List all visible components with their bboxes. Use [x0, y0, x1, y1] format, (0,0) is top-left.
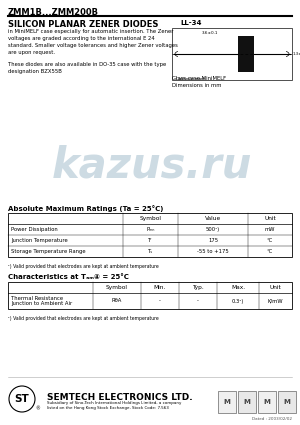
Text: Dimensions in mm: Dimensions in mm: [172, 83, 221, 88]
Text: 500¹): 500¹): [206, 227, 220, 232]
Text: RθA: RθA: [112, 298, 122, 303]
Text: are upon request.: are upon request.: [8, 50, 55, 55]
Text: standard. Smaller voltage tolerances and higher Zener voltages: standard. Smaller voltage tolerances and…: [8, 43, 178, 48]
Text: Characteristics at Tₐₘ④ = 25°C: Characteristics at Tₐₘ④ = 25°C: [8, 274, 129, 280]
Text: ¹) Valid provided that electrodes are kept at ambient temperature: ¹) Valid provided that electrodes are ke…: [8, 264, 159, 269]
Bar: [8, 213, 292, 257]
Text: Storage Temperature Range: Storage Temperature Range: [11, 249, 85, 254]
Text: in MiniMELF case especially for automatic insertion. The Zener: in MiniMELF case especially for automati…: [8, 29, 173, 34]
Text: mW: mW: [265, 227, 275, 232]
Text: SILICON PLANAR ZENER DIODES: SILICON PLANAR ZENER DIODES: [8, 20, 158, 29]
Text: M: M: [284, 399, 290, 405]
Text: Thermal Resistance: Thermal Resistance: [11, 295, 63, 300]
Text: ¹) Valid provided that electrodes are kept at ambient temperature: ¹) Valid provided that electrodes are ke…: [8, 316, 159, 321]
Text: Max.: Max.: [231, 285, 245, 290]
Text: -: -: [159, 298, 161, 303]
Text: voltages are graded according to the international E 24: voltages are graded according to the int…: [8, 36, 155, 41]
Text: M: M: [264, 399, 270, 405]
Text: -: -: [197, 298, 199, 303]
Bar: [278, 391, 296, 413]
Text: 175: 175: [208, 238, 218, 243]
Text: Typ.: Typ.: [192, 285, 204, 290]
Text: K/mW: K/mW: [268, 298, 283, 303]
Text: 3.6±0.1: 3.6±0.1: [202, 31, 219, 35]
Bar: [8, 282, 292, 309]
Text: kazus.ru: kazus.ru: [52, 144, 252, 186]
Text: M: M: [224, 399, 230, 405]
Bar: [258, 391, 276, 413]
Text: Junction to Ambient Air: Junction to Ambient Air: [11, 301, 72, 306]
Text: °C: °C: [267, 238, 273, 243]
Text: Cathode mark: Cathode mark: [176, 77, 205, 81]
Text: ST: ST: [15, 394, 29, 404]
Text: Absolute Maximum Ratings (Ta = 25°C): Absolute Maximum Ratings (Ta = 25°C): [8, 205, 164, 212]
Text: Unit: Unit: [270, 285, 281, 290]
Text: SEMTECH ELECTRONICS LTD.: SEMTECH ELECTRONICS LTD.: [47, 393, 193, 402]
Text: listed on the Hong Kong Stock Exchange, Stock Code: 7.563: listed on the Hong Kong Stock Exchange, …: [47, 406, 169, 410]
Bar: [238, 36, 254, 72]
Text: Unit: Unit: [264, 216, 276, 221]
Text: 0.3¹): 0.3¹): [232, 298, 244, 303]
Text: Glass case MiniMELF: Glass case MiniMELF: [172, 76, 226, 81]
Text: -55 to +175: -55 to +175: [197, 249, 229, 254]
Text: Tⁱ: Tⁱ: [148, 238, 153, 243]
Text: Min.: Min.: [154, 285, 166, 290]
Text: Pₘₙ: Pₘₙ: [146, 227, 155, 232]
Bar: [238, 391, 256, 413]
Text: Value: Value: [205, 216, 221, 221]
Text: M: M: [244, 399, 250, 405]
Text: LL-34: LL-34: [180, 20, 202, 26]
Text: Dated : 2003/02/02: Dated : 2003/02/02: [252, 417, 292, 421]
Text: Symbol: Symbol: [140, 216, 161, 221]
Text: designation BZX55B: designation BZX55B: [8, 69, 62, 74]
Text: ®: ®: [35, 406, 40, 411]
Bar: [172, 28, 292, 80]
Text: Symbol: Symbol: [106, 285, 128, 290]
Text: Junction Temperature: Junction Temperature: [11, 238, 68, 243]
Text: °C: °C: [267, 249, 273, 254]
Text: 1.3±0.1: 1.3±0.1: [293, 52, 300, 56]
Text: Subsidiary of Sino-Tech International Holdings Limited, a company: Subsidiary of Sino-Tech International Ho…: [47, 401, 181, 405]
Bar: [218, 391, 236, 413]
Text: Tₛ: Tₛ: [148, 249, 153, 254]
Text: Power Dissipation: Power Dissipation: [11, 227, 58, 232]
Text: ZMM1B...ZMM200B: ZMM1B...ZMM200B: [8, 8, 99, 17]
Circle shape: [9, 386, 35, 412]
Text: These diodes are also available in DO-35 case with the type: These diodes are also available in DO-35…: [8, 62, 166, 67]
